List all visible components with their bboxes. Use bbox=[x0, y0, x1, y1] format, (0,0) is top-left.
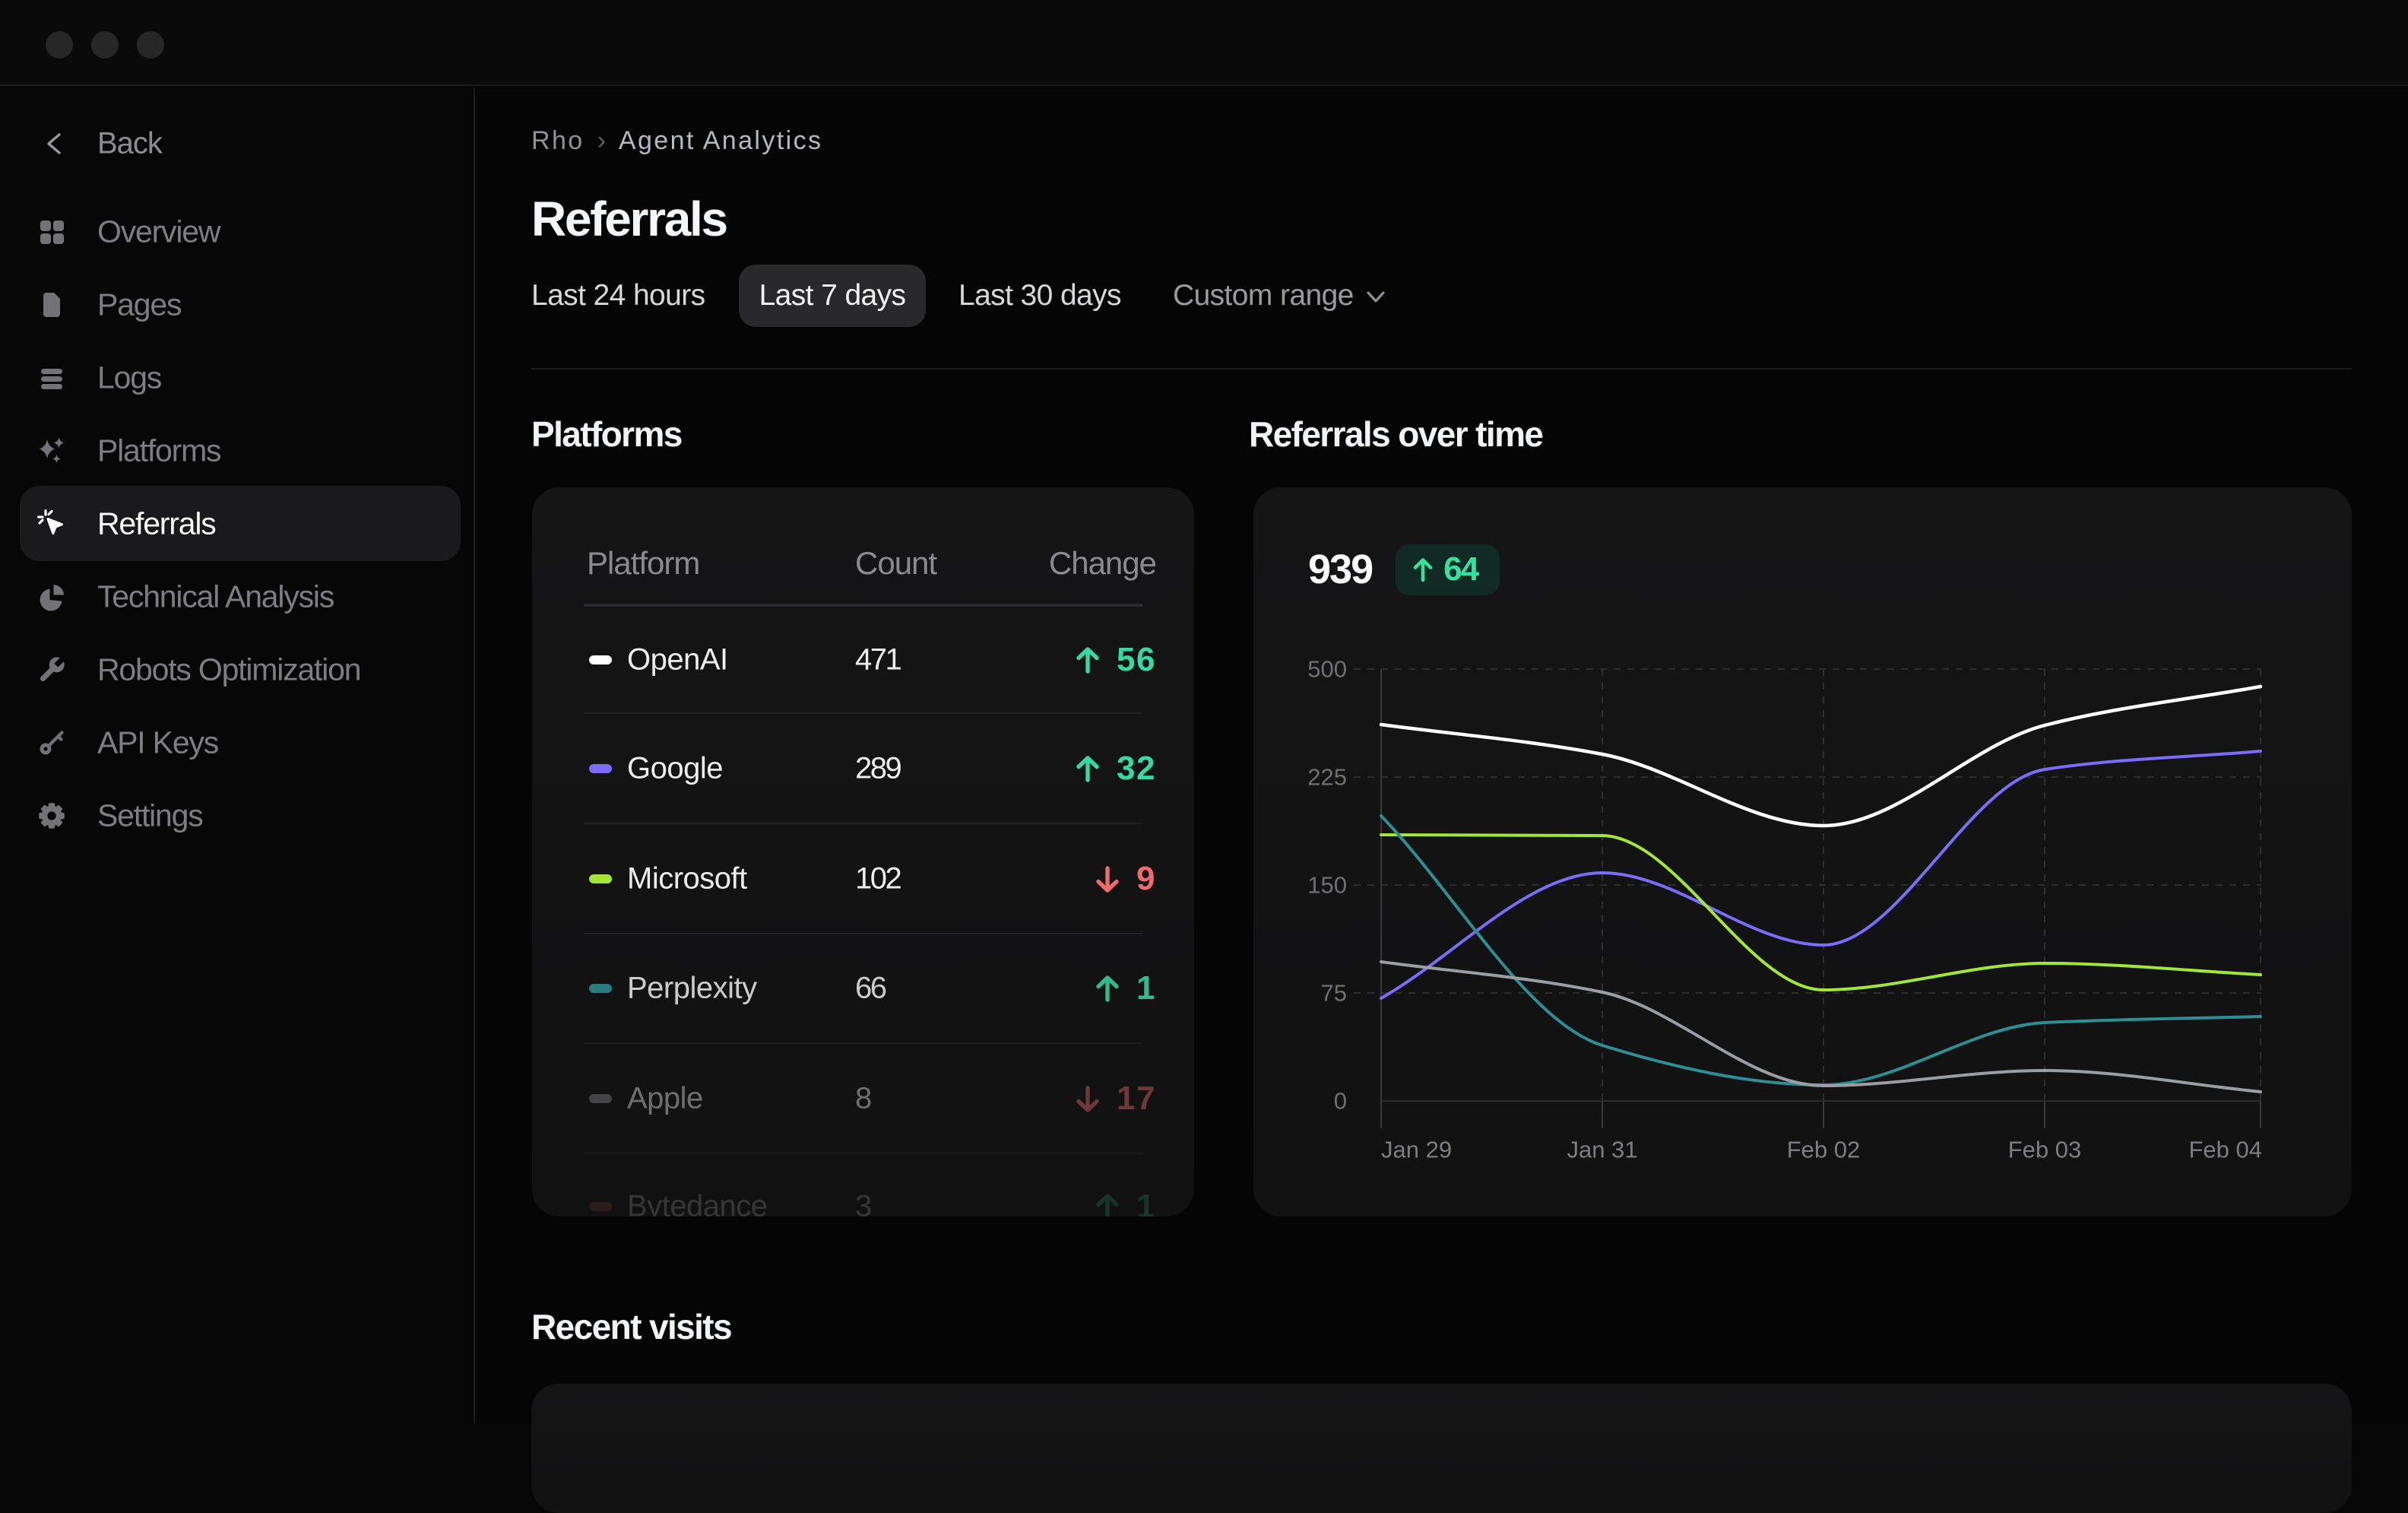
svg-text:150: 150 bbox=[1307, 872, 1347, 899]
svg-text:75: 75 bbox=[1321, 980, 1347, 1007]
svg-text:Feb 04: Feb 04 bbox=[2188, 1137, 2262, 1163]
svg-text:Feb 02: Feb 02 bbox=[1787, 1137, 1861, 1163]
svg-text:225: 225 bbox=[1307, 764, 1347, 791]
svg-text:Jan 31: Jan 31 bbox=[1567, 1137, 1637, 1163]
svg-text:Feb 03: Feb 03 bbox=[2008, 1137, 2082, 1163]
svg-text:500: 500 bbox=[1307, 656, 1347, 683]
svg-text:Jan 29: Jan 29 bbox=[1381, 1137, 1452, 1163]
svg-text:0: 0 bbox=[1334, 1088, 1347, 1115]
